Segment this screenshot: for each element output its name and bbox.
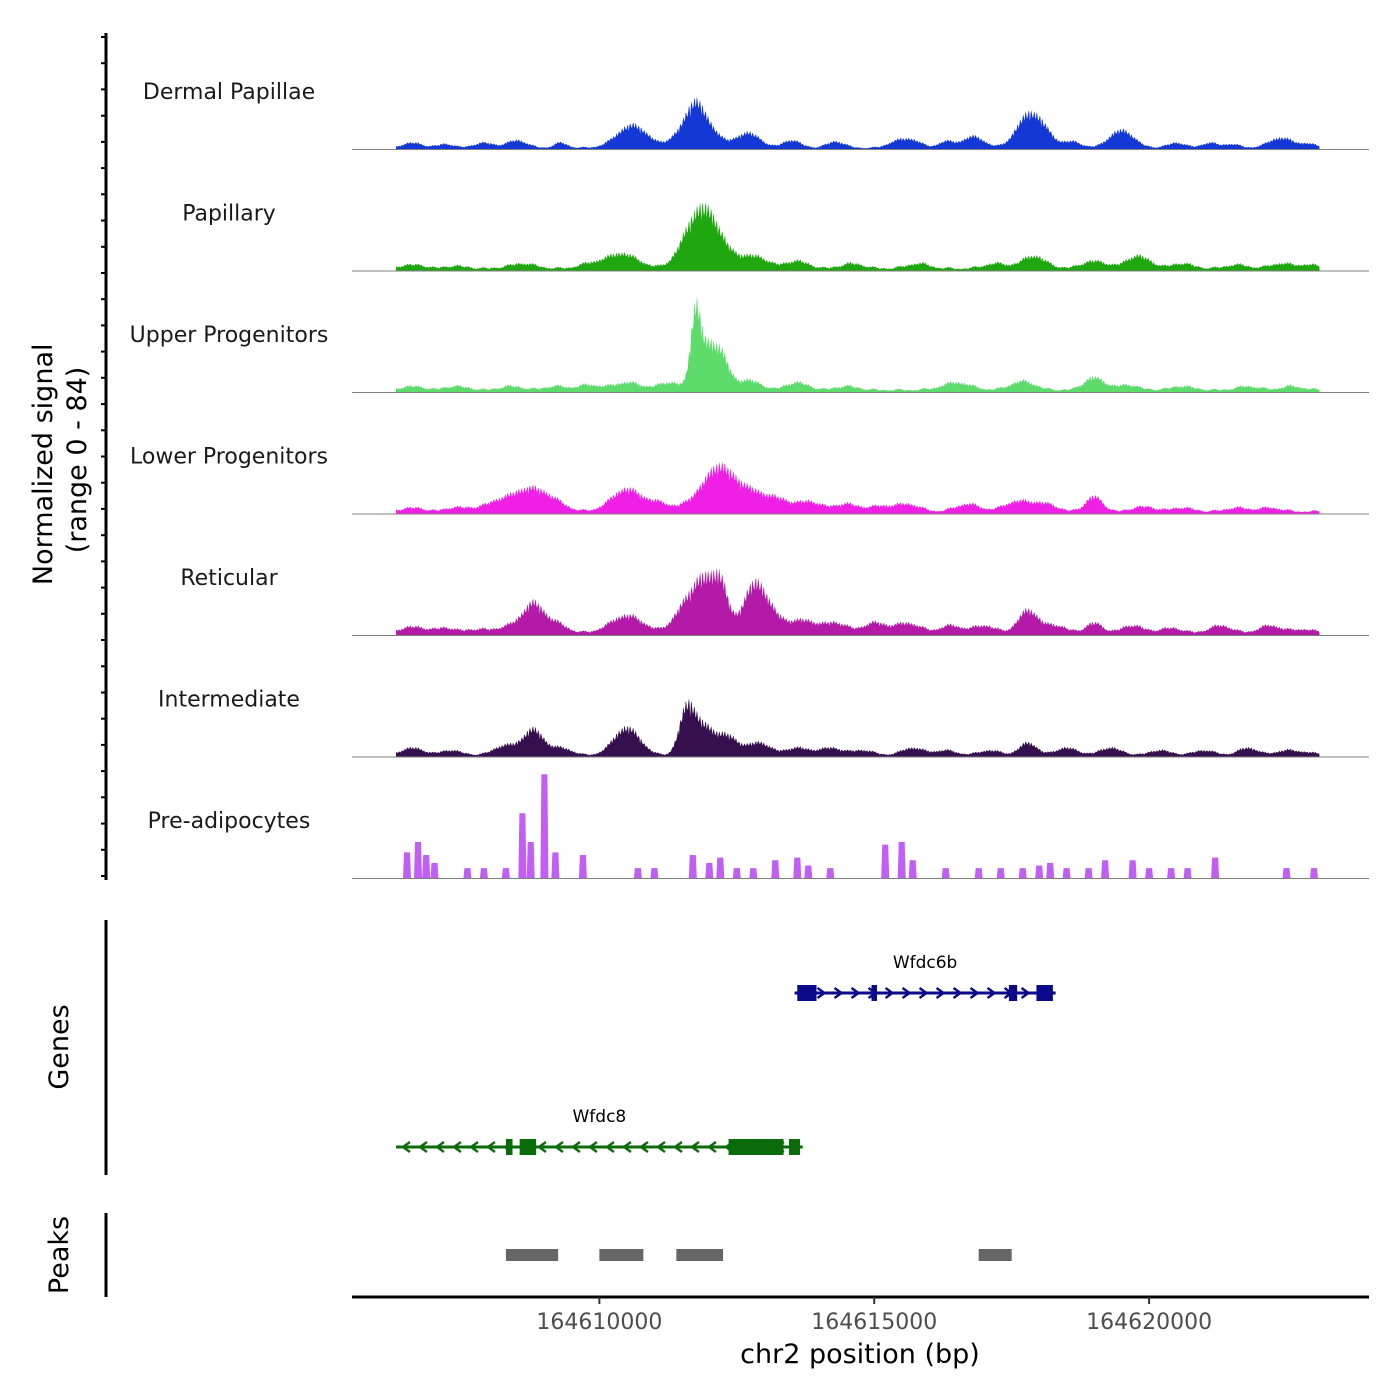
gene-exon (871, 985, 877, 1001)
peak-region (978, 1249, 1012, 1261)
strand-arrow (952, 987, 963, 999)
strand-arrow (816, 987, 827, 999)
peak-region (505, 1249, 559, 1261)
peaks-panel-label: Peaks (44, 1216, 75, 1294)
strand-arrow (918, 987, 929, 999)
strand-arrow (587, 1141, 598, 1153)
y-axis-title-line2: (range 0 - 84) (62, 367, 93, 554)
track-label-reticular: Reticular (180, 566, 278, 591)
strand-arrow (638, 1141, 649, 1153)
strand-arrow (417, 1141, 428, 1153)
gene-wfdc6b: Wfdc6b (794, 953, 1056, 1001)
coverage-area-upper-progenitors (396, 296, 1320, 393)
gene-track: Genes Wfdc6b Wfdc8 (44, 920, 1056, 1175)
strand-arrow (833, 987, 844, 999)
x-tick-label: 164615000 (811, 1310, 937, 1335)
gene-label-wfdc8: Wfdc8 (573, 1107, 627, 1127)
genes-panel-label: Genes (44, 1004, 75, 1089)
track-reticular: Reticular (180, 566, 1369, 636)
gene-exon (789, 1139, 801, 1155)
strand-arrow (451, 1141, 462, 1153)
gene-exon (728, 1139, 784, 1155)
coverage-area-papillary (396, 202, 1320, 271)
peak-track: Peaks (44, 1213, 1012, 1297)
gene-exon (519, 1139, 537, 1155)
gene-exon (1008, 985, 1018, 1001)
coverage-area-dermal-papillae (396, 97, 1320, 150)
strand-arrow (621, 1141, 632, 1153)
track-pre-adipocytes: Pre-adipocytes (148, 774, 1369, 879)
x-axis-title: chr2 position (bp) (740, 1339, 980, 1370)
strand-arrow (706, 1141, 717, 1153)
gene-wfdc8: Wfdc8 (395, 1107, 803, 1155)
y-axis-ticks (101, 36, 106, 877)
track-lower-progenitors: Lower Progenitors (130, 445, 1369, 515)
gene-exon (797, 985, 817, 1001)
strand-arrow (655, 1141, 666, 1153)
coverage-area-intermediate (396, 698, 1320, 757)
track-label-upper-progenitors: Upper Progenitors (130, 323, 329, 348)
strand-arrow (468, 1141, 479, 1153)
strand-arrow (884, 987, 895, 999)
y-axis: Normalized signal (range 0 - 84) (28, 33, 108, 880)
coverage-area-pre-adipocytes (403, 774, 1318, 879)
strand-arrow (672, 1141, 683, 1153)
peak-region (676, 1249, 724, 1261)
strand-arrow (935, 987, 946, 999)
x-axis: chr2 position (bp) 164610000 164615000 164… (352, 1295, 1369, 1370)
strand-arrow (570, 1141, 581, 1153)
strand-arrow (604, 1141, 615, 1153)
coverage-tracks: Dermal Papillae Papillary Upper Progenitor… (130, 80, 1369, 879)
track-intermediate: Intermediate (158, 688, 1369, 758)
track-label-pre-adipocytes: Pre-adipocytes (148, 809, 311, 834)
track-label-intermediate: Intermediate (158, 688, 300, 713)
track-upper-progenitors: Upper Progenitors (130, 296, 1369, 393)
strand-arrow (400, 1141, 411, 1153)
y-axis-title-line1: Normalized signal (28, 344, 59, 586)
coverage-area-reticular (396, 568, 1320, 636)
x-tick-label: 164610000 (536, 1310, 662, 1335)
gene-exon (505, 1139, 513, 1155)
strand-arrow (986, 987, 997, 999)
strand-arrow (969, 987, 980, 999)
peak-region (599, 1249, 644, 1261)
strand-arrow (485, 1141, 496, 1153)
strand-arrow (536, 1141, 547, 1153)
coverage-area-lower-progenitors (396, 461, 1320, 514)
strand-arrow (850, 987, 861, 999)
strand-arrow (553, 1141, 564, 1153)
track-label-lower-progenitors: Lower Progenitors (130, 445, 328, 470)
track-label-dermal-papillae: Dermal Papillae (143, 80, 315, 105)
strand-arrow (1020, 987, 1031, 999)
track-papillary: Papillary (182, 202, 1369, 272)
gene-label-wfdc6b: Wfdc6b (893, 953, 958, 973)
x-tick-label: 164620000 (1086, 1310, 1212, 1335)
y-axis-title: Normalized signal (range 0 - 84) (28, 335, 93, 585)
gene-exon (1036, 985, 1053, 1001)
strand-arrow (434, 1141, 445, 1153)
track-label-papillary: Papillary (182, 202, 276, 227)
track-dermal-papillae: Dermal Papillae (143, 80, 1369, 150)
strand-arrow (901, 987, 912, 999)
strand-arrow (689, 1141, 700, 1153)
